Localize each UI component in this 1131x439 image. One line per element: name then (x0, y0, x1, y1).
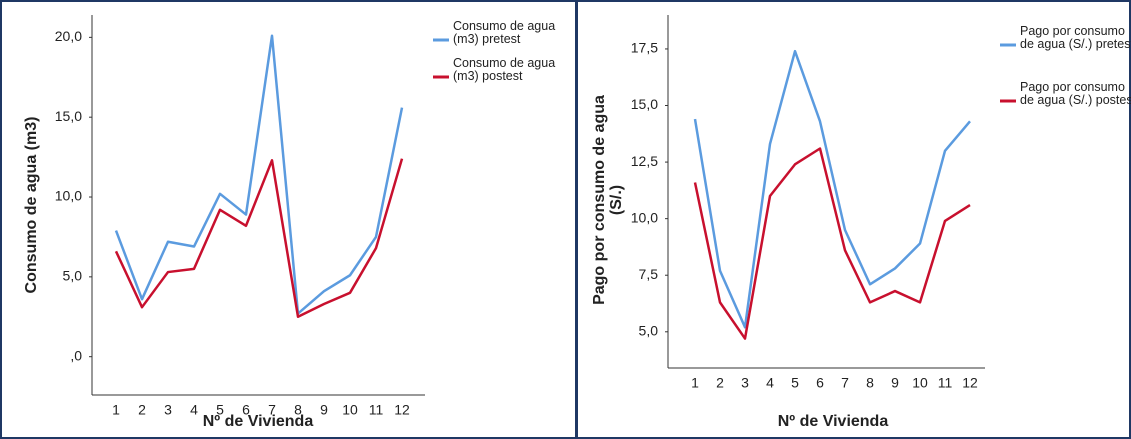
x-tick-label: 3 (164, 402, 172, 418)
x-tick-label: 5 (216, 402, 224, 418)
x-tick-label: 7 (268, 402, 276, 418)
legend-entry: Consumo de agua (m3) postest (453, 57, 556, 83)
legend-label: Consumo de agua (m3) pretest (453, 20, 556, 46)
x-tick-label: 5 (791, 375, 799, 391)
series-line (693, 147, 971, 340)
x-tick-label: 3 (741, 375, 749, 391)
y-axis-title-line: (S/.) (608, 185, 625, 215)
y-axis-title: Consumo de agua (m3) (23, 117, 40, 294)
y-axis-title-line: Pago por consumo de agua (591, 95, 608, 305)
legend-entry: Consumo de agua (m3) pretest (453, 20, 556, 46)
y-tick-label: ,0 (70, 347, 82, 363)
x-tick-label: 2 (716, 375, 724, 391)
legend-label: Consumo de agua (m3) postest (453, 57, 556, 83)
x-tick-label: 12 (394, 402, 410, 418)
y-tick-label: 10,0 (631, 209, 658, 225)
x-tick-label: 6 (816, 375, 824, 391)
x-tick-label: 11 (369, 402, 384, 418)
y-tick-label: 17,5 (631, 40, 658, 56)
x-tick-label: 9 (891, 375, 899, 391)
x-tick-label: 11 (938, 375, 953, 391)
legend-label: Pago por consumo de agua (S/.) postest (1020, 81, 1131, 107)
x-tick-label: 10 (912, 375, 928, 391)
y-tick-label: 10,0 (55, 188, 82, 204)
y-tick-label: 15,0 (631, 96, 658, 112)
x-tick-label: 1 (112, 402, 120, 418)
x-tick-label: 2 (138, 402, 146, 418)
x-tick-label: 8 (294, 402, 302, 418)
legend-entry: Pago por consumo de agua (S/.) pretest (1020, 25, 1131, 51)
x-tick-label: 1 (691, 375, 699, 391)
x-tick-label: 6 (242, 402, 250, 418)
panel-frame (576, 0, 1131, 439)
y-tick-label: 5,0 (63, 268, 83, 284)
y-tick-label: 7,5 (639, 266, 659, 282)
y-tick-label: 12,5 (631, 153, 658, 169)
x-tick-label: 8 (866, 375, 874, 391)
legend-label: Pago por consumo de agua (S/.) pretest (1020, 25, 1131, 51)
y-axis-title: Pago por consumo de agua(S/.) (591, 95, 625, 305)
x-tick-label: 9 (320, 402, 328, 418)
legend-entry: Pago por consumo de agua (S/.) postest (1020, 81, 1131, 107)
x-axis-title: Nº de Vivienda (778, 413, 889, 430)
series-line (114, 34, 404, 315)
x-tick-label: 12 (962, 375, 978, 391)
series-line (693, 49, 971, 329)
series-line (114, 158, 404, 319)
x-tick-label: 7 (841, 375, 849, 391)
y-tick-label: 20,0 (55, 28, 82, 44)
x-tick-label: 4 (766, 375, 774, 391)
y-tick-label: 5,0 (639, 322, 659, 338)
x-axis-title: Nº de Vivienda (203, 413, 314, 430)
y-tick-label: 15,0 (55, 108, 82, 124)
x-tick-label: 10 (342, 402, 358, 418)
x-tick-label: 4 (190, 402, 198, 418)
